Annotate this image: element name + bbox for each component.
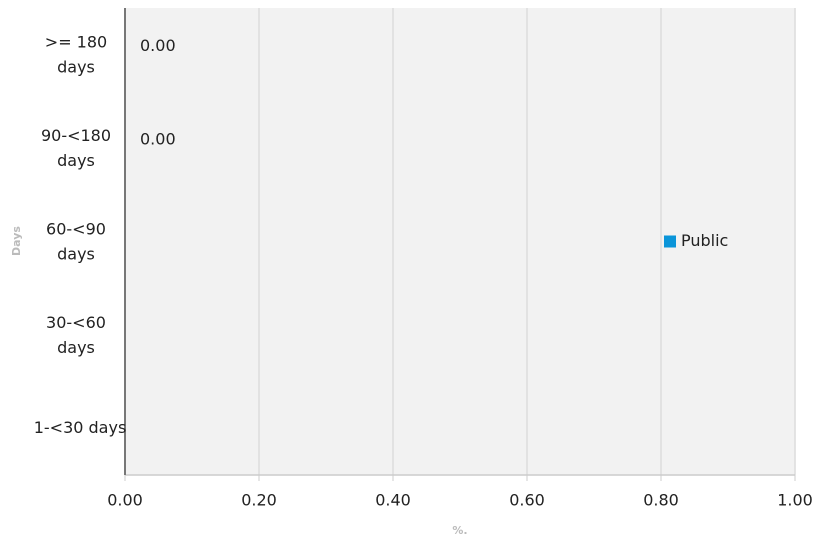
value-label: 0.00	[140, 130, 176, 149]
legend-swatch	[664, 235, 676, 248]
x-tick-label: 0.80	[643, 491, 679, 510]
x-tick-label: 0.60	[509, 491, 545, 510]
x-tick-label: 0.20	[241, 491, 277, 510]
y-tick-label-line: days	[57, 57, 95, 76]
y-tick-label-line: days	[57, 244, 95, 263]
y-tick-label-line: days	[57, 337, 95, 356]
y-tick-label-line: 30-<60	[46, 312, 106, 331]
y-tick-label: 30-<60 days	[46, 312, 106, 356]
x-axis-title: %.	[452, 524, 467, 537]
legend-label: Public	[681, 231, 728, 250]
y-tick-label-line: >= 180	[45, 32, 107, 51]
y-axis-title: Days	[10, 226, 23, 256]
value-label: 0.00	[140, 36, 176, 55]
y-tick-label-line: 60-<90	[46, 219, 106, 238]
x-tick-label: 0.40	[375, 491, 411, 510]
y-tick-label: >= 180 days	[45, 32, 107, 76]
x-tick-label: 0.00	[107, 491, 143, 510]
y-tick-label: 60-<90 days	[46, 219, 106, 263]
y-tick-label: 1-<30 days	[34, 418, 127, 437]
y-tick-label: 90-<180 days	[41, 126, 111, 170]
y-tick-label-line: days	[57, 151, 95, 170]
y-tick-label-line: 90-<180	[41, 126, 111, 145]
x-tick-label: 1.00	[777, 491, 813, 510]
plot-area	[125, 8, 795, 475]
